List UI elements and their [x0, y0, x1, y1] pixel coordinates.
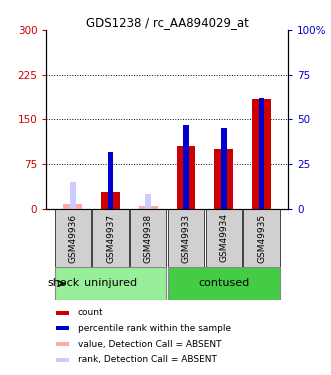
Text: GSM49935: GSM49935: [257, 213, 266, 262]
Text: GSM49933: GSM49933: [181, 213, 191, 262]
Bar: [183, 125, 189, 209]
Bar: [259, 98, 264, 209]
Text: percentile rank within the sample: percentile rank within the sample: [78, 324, 231, 333]
Bar: [56, 310, 69, 315]
FancyBboxPatch shape: [206, 209, 242, 267]
Bar: [108, 152, 113, 209]
Text: uninjured: uninjured: [84, 279, 137, 288]
Bar: [56, 358, 69, 362]
FancyBboxPatch shape: [55, 209, 91, 267]
Text: GSM49936: GSM49936: [68, 213, 77, 262]
Bar: [139, 206, 158, 209]
FancyBboxPatch shape: [92, 209, 129, 267]
Title: GDS1238 / rc_AA894029_at: GDS1238 / rc_AA894029_at: [86, 16, 249, 29]
Text: shock: shock: [47, 279, 79, 288]
FancyBboxPatch shape: [168, 209, 204, 267]
Bar: [177, 146, 196, 209]
Bar: [56, 326, 69, 330]
Text: GSM49934: GSM49934: [219, 213, 228, 262]
Text: count: count: [78, 308, 103, 317]
Text: value, Detection Call = ABSENT: value, Detection Call = ABSENT: [78, 340, 221, 349]
Bar: [101, 192, 120, 209]
Text: GSM49938: GSM49938: [144, 213, 153, 262]
Text: contused: contused: [198, 279, 250, 288]
FancyBboxPatch shape: [130, 209, 166, 267]
Bar: [56, 342, 69, 346]
Bar: [70, 182, 75, 209]
FancyBboxPatch shape: [55, 267, 166, 300]
FancyBboxPatch shape: [243, 209, 280, 267]
Bar: [221, 128, 227, 209]
Bar: [63, 204, 82, 209]
Text: rank, Detection Call = ABSENT: rank, Detection Call = ABSENT: [78, 355, 216, 364]
Bar: [252, 99, 271, 209]
Text: GSM49937: GSM49937: [106, 213, 115, 262]
FancyBboxPatch shape: [168, 267, 280, 300]
Bar: [214, 149, 233, 209]
Bar: [145, 195, 151, 209]
